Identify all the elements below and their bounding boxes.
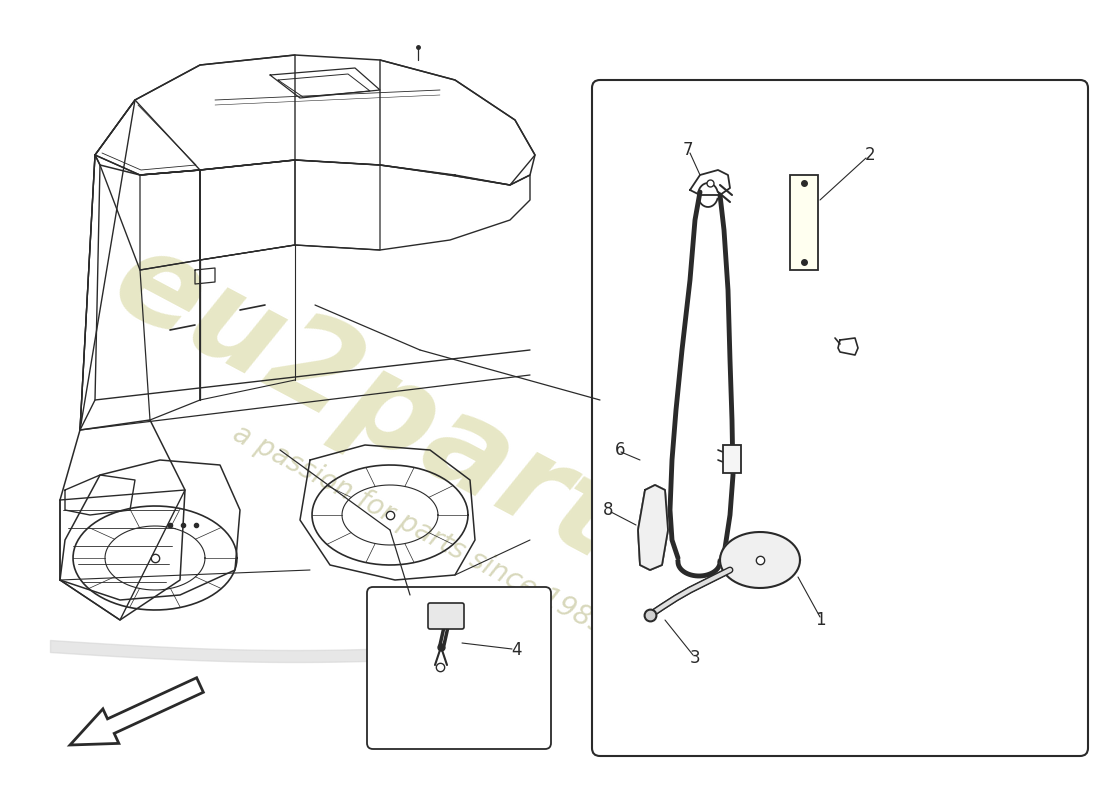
Bar [792, 177, 816, 268]
Text: 4: 4 [510, 641, 521, 659]
FancyBboxPatch shape [428, 603, 464, 629]
Bar [790, 175, 818, 270]
FancyBboxPatch shape [592, 80, 1088, 756]
Text: 6: 6 [615, 441, 625, 459]
Bar [723, 445, 741, 473]
Text: eu2parts: eu2parts [94, 218, 706, 622]
Text: 3: 3 [690, 649, 701, 667]
Text: a passion for parts since 1985: a passion for parts since 1985 [228, 419, 612, 641]
Polygon shape [638, 485, 668, 570]
Text: 8: 8 [603, 501, 614, 519]
FancyArrow shape [70, 678, 204, 745]
Text: 2: 2 [865, 146, 876, 164]
Text: 1: 1 [815, 611, 825, 629]
Text: 7: 7 [683, 141, 693, 159]
Polygon shape [720, 532, 800, 588]
FancyBboxPatch shape [367, 587, 551, 749]
